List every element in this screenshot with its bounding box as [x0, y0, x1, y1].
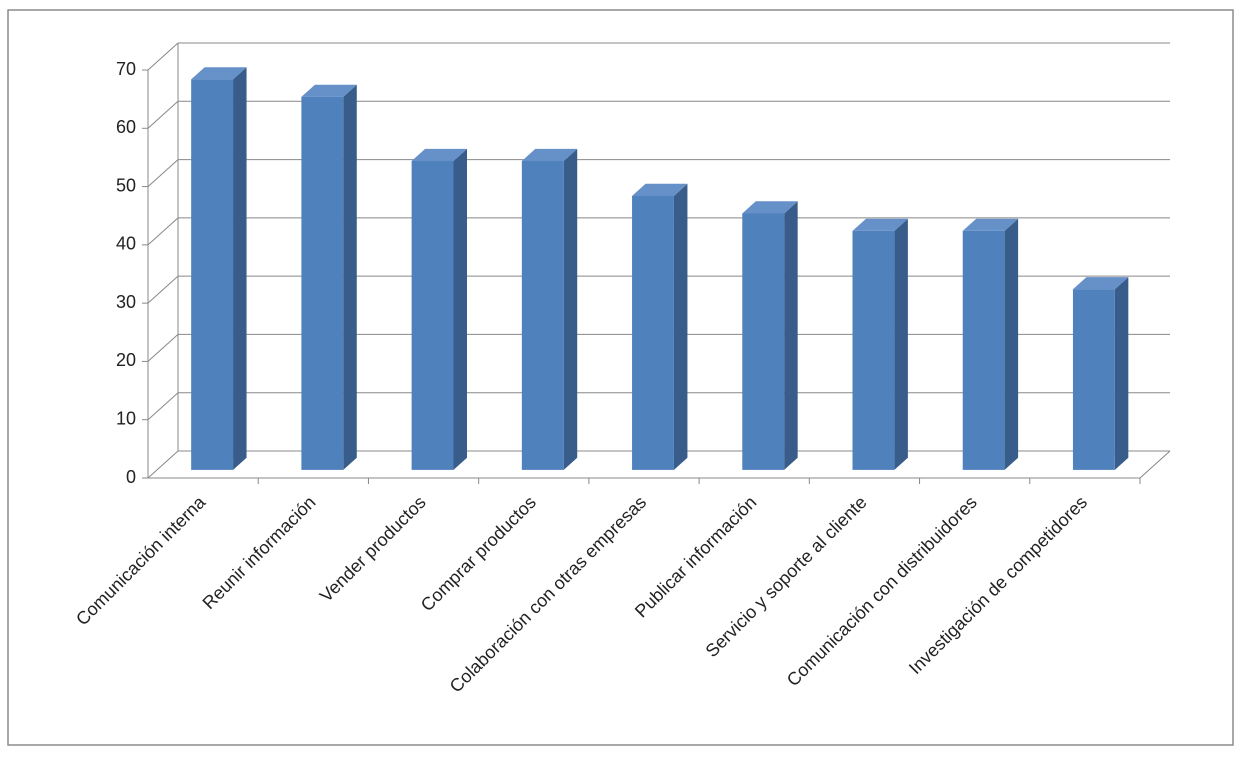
bar: [301, 84, 357, 470]
bar-side: [1114, 277, 1129, 470]
bar: [191, 67, 247, 470]
bar-top: [742, 201, 798, 214]
grid-line-side: [147, 450, 179, 479]
bar: [632, 183, 688, 470]
bar-front: [962, 230, 1005, 470]
bar-front: [632, 195, 674, 470]
grid-line-side: [147, 275, 179, 304]
bar: [521, 148, 578, 470]
bar: [1072, 277, 1129, 470]
bar-front: [742, 213, 785, 470]
bar-side: [563, 148, 578, 470]
bar-top: [632, 183, 688, 196]
y-tick-label: 20: [116, 350, 136, 370]
bar-side: [1004, 218, 1019, 470]
bar: [852, 218, 908, 470]
bar-front: [852, 230, 895, 470]
y-tick-label: 0: [126, 467, 136, 487]
bar-side: [343, 84, 357, 470]
bar-front: [411, 160, 454, 470]
bar-side: [233, 67, 247, 470]
bar-side: [784, 201, 798, 470]
bar-side: [673, 183, 688, 470]
bar: [411, 148, 467, 470]
y-tick-label: 70: [116, 59, 136, 79]
bar-top: [411, 148, 467, 161]
bar: [742, 201, 798, 470]
grid-line-side: [147, 217, 179, 246]
bar-top: [962, 218, 1019, 231]
grid-line-side: [147, 42, 179, 71]
y-tick-label: 40: [116, 234, 136, 254]
bar-top: [191, 67, 247, 80]
bar-front: [521, 160, 564, 470]
bar-side: [894, 218, 908, 470]
y-tick-label: 10: [116, 408, 136, 428]
floor-edge: [1139, 450, 1171, 479]
bar-top: [521, 148, 578, 161]
bar-front: [191, 79, 234, 470]
grid-line-side: [147, 334, 179, 362]
bar-top: [1072, 277, 1129, 290]
bar-front: [301, 96, 344, 470]
y-tick-label: 30: [116, 292, 136, 312]
grid-line-side: [147, 159, 179, 187]
bar-front: [1072, 289, 1115, 470]
bar-top: [301, 84, 357, 97]
bar-top: [852, 218, 908, 231]
grid-line-side: [147, 392, 179, 421]
grid-line-side: [147, 100, 179, 129]
y-tick-label: 60: [116, 117, 136, 137]
bar-side: [453, 148, 467, 470]
y-tick-label: 50: [116, 175, 136, 195]
bar: [962, 218, 1019, 470]
